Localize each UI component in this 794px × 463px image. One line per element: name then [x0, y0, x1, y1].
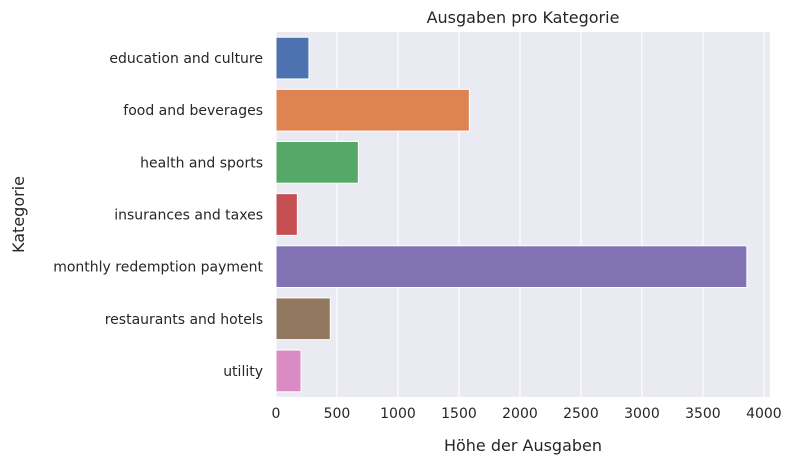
bar	[275, 141, 359, 184]
x-tick-label: 0	[272, 406, 281, 422]
y-tick-label: health and sports	[140, 155, 263, 171]
x-tick-label: 2000	[502, 406, 538, 422]
x-tick-label: 3000	[624, 406, 660, 422]
bar	[275, 193, 298, 236]
y-tick-label: restaurants and hotels	[105, 312, 263, 328]
bar	[275, 245, 748, 289]
y-tick-label: utility	[223, 364, 263, 380]
y-tick-label: food and beverages	[123, 103, 263, 119]
y-axis-label: Kategorie	[9, 176, 28, 253]
x-axis-label: Höhe der Ausgaben	[444, 436, 602, 455]
x-tick-label: 1500	[441, 406, 477, 422]
bar	[275, 297, 331, 341]
y-tick-label: insurances and taxes	[114, 208, 263, 224]
y-tick-labels: education and culture food and beverages h…	[53, 51, 263, 380]
y-tick-label: education and culture	[109, 51, 263, 67]
bar	[275, 36, 310, 80]
x-tick-labels: 0 500 1000 1500 2000 2500 3000 3500 4000	[272, 406, 782, 422]
bars	[275, 36, 748, 393]
y-tick-label: monthly redemption payment	[53, 260, 263, 276]
x-tick-label: 1000	[380, 406, 416, 422]
bar	[275, 349, 302, 393]
x-tick-label: 3500	[685, 406, 721, 422]
x-tick-label: 2500	[563, 406, 599, 422]
plot-background	[276, 32, 770, 397]
bar	[275, 88, 470, 132]
x-tick-label: 4000	[746, 406, 782, 422]
x-tick-label: 500	[324, 406, 351, 422]
chart-title: Ausgaben pro Kategorie	[427, 8, 620, 27]
